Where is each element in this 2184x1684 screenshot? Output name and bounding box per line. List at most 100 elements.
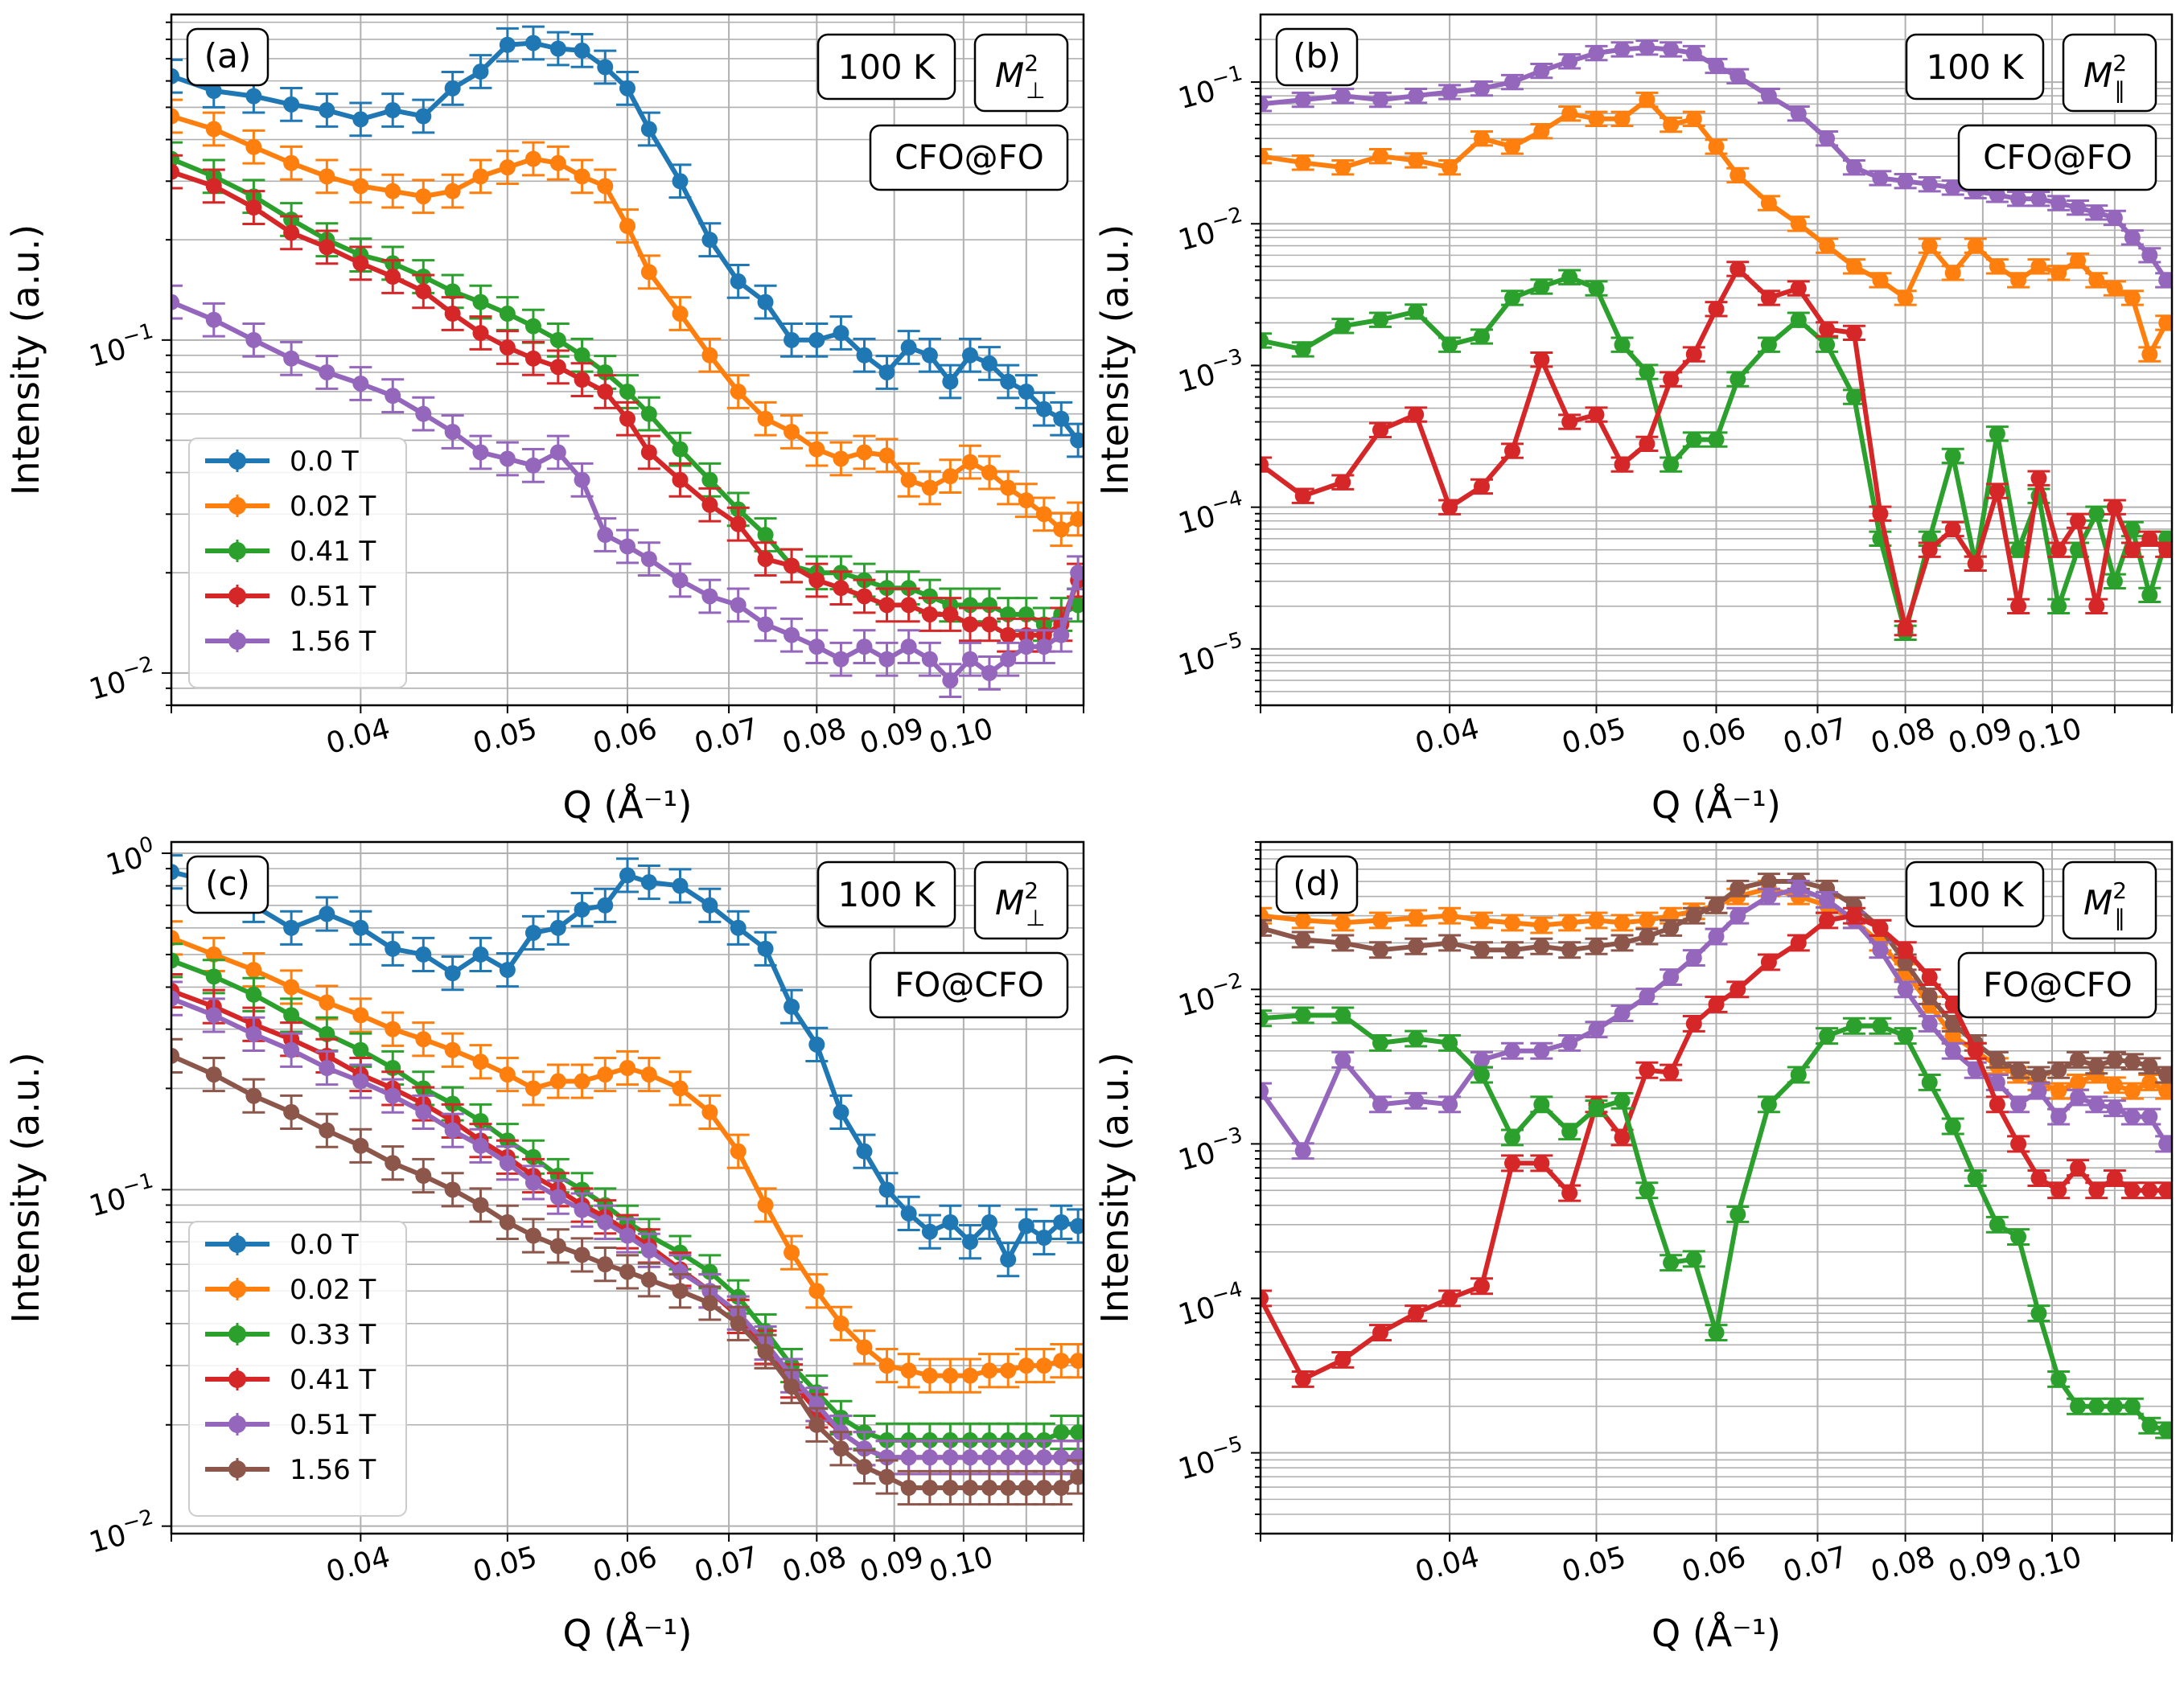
data-point	[2158, 314, 2172, 331]
data-point	[1294, 341, 1311, 358]
data-point	[2030, 1305, 2047, 1322]
data-point	[1897, 173, 1914, 190]
data-point	[1442, 159, 1458, 176]
data-point	[1790, 1066, 1807, 1083]
data-point	[808, 331, 825, 348]
series-group	[1261, 39, 2172, 641]
data-point	[1070, 597, 1084, 614]
data-point	[961, 1234, 978, 1251]
data-point	[701, 1295, 718, 1312]
data-point	[619, 1263, 635, 1280]
data-point	[1872, 942, 1889, 959]
data-point	[1018, 1480, 1034, 1497]
data-point	[1921, 969, 1938, 986]
y-tick-label: 10−4	[1174, 487, 1249, 541]
data-point	[640, 1066, 657, 1083]
data-point	[1504, 138, 1521, 155]
data-point	[1070, 1424, 1084, 1441]
data-point	[1845, 159, 1862, 176]
x-tick-label: 0.06	[1679, 1541, 1750, 1589]
data-point	[549, 40, 566, 57]
legend-swatch-marker	[228, 1370, 246, 1388]
sample-box	[1957, 951, 2157, 1019]
grid	[1260, 841, 2173, 1534]
sample-label: FO@CFO	[1983, 965, 2133, 1004]
y-tick-label: 10−5	[1174, 1431, 1249, 1486]
data-point	[1504, 442, 1521, 459]
data-point	[878, 447, 895, 464]
x-axis-label: Q (Å⁻¹)	[1651, 783, 1781, 827]
data-point	[856, 347, 873, 363]
data-point	[2124, 1398, 2141, 1415]
data-point	[1000, 1480, 1017, 1497]
data-point	[921, 651, 938, 667]
data-point	[499, 36, 516, 53]
temperature-label: 100 K	[1926, 47, 2025, 87]
x-tick-label: 0.09	[857, 713, 927, 761]
data-point	[1504, 914, 1521, 931]
data-point	[1730, 68, 1746, 84]
data-point	[1533, 1096, 1550, 1113]
data-point	[1018, 383, 1034, 400]
data-point	[672, 1283, 689, 1300]
data-point	[1018, 1449, 1034, 1466]
data-point	[2141, 1074, 2158, 1090]
data-point	[900, 1480, 917, 1497]
data-point	[640, 1271, 657, 1288]
data-point	[878, 597, 895, 614]
data-point	[415, 405, 432, 422]
data-point	[1639, 928, 1655, 945]
data-point	[1614, 1005, 1631, 1022]
data-point	[2010, 1229, 2027, 1246]
data-point	[856, 1459, 873, 1476]
data-point	[1730, 880, 1746, 897]
data-point	[2124, 541, 2141, 558]
plot-frame	[1259, 840, 2174, 1535]
data-point	[444, 965, 461, 982]
data-point	[1533, 917, 1550, 934]
data-point	[730, 383, 747, 400]
data-point	[171, 163, 179, 180]
data-point	[472, 946, 489, 963]
data-point	[171, 990, 179, 1007]
data-point	[574, 1247, 590, 1263]
data-point	[472, 325, 489, 342]
data-point	[472, 64, 489, 80]
data-point	[2141, 247, 2158, 264]
legend-swatch-marker	[228, 1460, 246, 1478]
data-point	[1685, 950, 1702, 967]
data-point	[619, 218, 635, 235]
x-tick-label: 0.08	[779, 713, 849, 761]
data-point	[701, 1103, 718, 1120]
data-point	[1442, 84, 1458, 101]
magnetization-label: M2 ⊥	[995, 50, 1045, 104]
data-point	[1473, 478, 1490, 495]
data-point	[171, 930, 179, 947]
data-point	[245, 88, 262, 105]
x-tick-label: 0.05	[470, 1541, 541, 1589]
data-point	[1261, 1082, 1269, 1099]
data-point	[574, 372, 590, 388]
data-point	[2141, 1417, 2158, 1434]
data-point	[1372, 148, 1389, 165]
data-point	[319, 1122, 335, 1139]
data-point	[1760, 290, 1777, 306]
data-point	[2030, 1082, 2047, 1099]
data-point	[1504, 290, 1521, 306]
data-point	[900, 339, 917, 356]
data-point	[1372, 1096, 1389, 1113]
data-point	[2050, 1082, 2067, 1099]
legend-label: 1.56 T	[290, 626, 376, 658]
data-point	[730, 273, 747, 290]
data-point	[2010, 1062, 2027, 1078]
data-point	[352, 1041, 369, 1058]
data-point	[1730, 166, 1746, 183]
data-point	[942, 672, 959, 689]
data-point	[1053, 626, 1070, 643]
data-point	[574, 1073, 590, 1090]
data-point	[619, 1060, 635, 1077]
data-point	[2141, 1108, 2158, 1125]
data-point	[2050, 1370, 2067, 1387]
data-point	[981, 1362, 997, 1379]
data-point	[1473, 942, 1490, 959]
